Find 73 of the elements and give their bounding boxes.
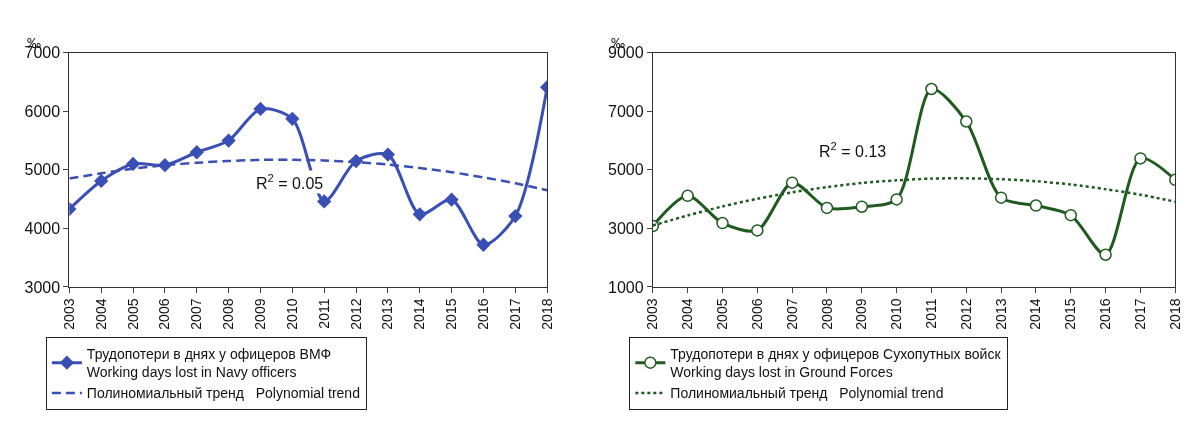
x-tick-label: 2004 (92, 298, 109, 330)
x-tick-label: 2010 (888, 298, 905, 330)
x-tick-label: 2014 (1027, 298, 1044, 330)
point (890, 193, 903, 206)
point (1099, 248, 1112, 261)
x-tick-label: 2015 (443, 298, 460, 330)
x-tick-label: 2012 (347, 298, 364, 330)
point (751, 224, 764, 237)
point (444, 192, 459, 207)
point (681, 189, 694, 203)
point (855, 200, 869, 213)
point (253, 101, 268, 117)
point (348, 153, 364, 169)
x-tick-label: 2009 (252, 298, 269, 330)
x-tick-label: 2018 (1166, 298, 1183, 330)
x-tick-label: 2016 (1097, 298, 1114, 330)
x-tick-label: 2013 (992, 298, 1009, 330)
x-tick-label: 2003 (644, 298, 661, 330)
y-tick-label: 5000 (24, 161, 61, 179)
x-tick-label: 2005 (124, 298, 141, 330)
point (1134, 152, 1147, 165)
point (285, 111, 300, 127)
x-tick-label: 2009 (853, 298, 870, 330)
x-tick-label: 2017 (506, 298, 523, 330)
y-tick-label: 3000 (24, 278, 61, 296)
point (476, 237, 491, 252)
point (820, 201, 834, 215)
annotation: R$^{2}$ = 0.05 (256, 172, 324, 192)
point (960, 115, 973, 128)
y-tick-label: 1000 (608, 278, 644, 296)
x-tick-label: 2007 (783, 298, 800, 330)
legend-label: Трудопотери в днях у офицеров Сухопутных войск Working days lost in Ground Forces (670, 346, 1002, 381)
point (994, 191, 1008, 204)
point (1029, 199, 1043, 212)
point (380, 147, 396, 162)
x-tick-label: 2006 (748, 298, 765, 330)
point (317, 194, 332, 209)
x-tick-label: 2017 (1131, 298, 1148, 330)
point (785, 176, 799, 189)
x-tick-label: 2005 (714, 298, 731, 330)
y-tick-label: 5000 (608, 161, 644, 179)
point (1064, 208, 1078, 222)
x-tick-label: 2014 (411, 298, 428, 330)
x-tick-label: 2011 (315, 298, 332, 329)
x-tick-label: 2004 (679, 298, 696, 330)
x-tick-label: 2016 (475, 298, 492, 330)
annotation: R$^{2}$ = 0.13 (819, 140, 887, 160)
x-tick-label: 2010 (283, 298, 300, 330)
y-tick-label: 3000 (608, 219, 644, 237)
y-tick-label: 4000 (24, 219, 61, 237)
x-tick-label: 2008 (220, 298, 237, 330)
x-tick-label: 2003 (60, 298, 77, 330)
point (221, 133, 236, 148)
point (716, 216, 729, 230)
legend-label: Полиномиальный тренд Polynomial trend (670, 385, 944, 402)
x-tick-label: 2006 (156, 298, 173, 330)
x-tick-label: 2012 (957, 298, 974, 330)
y-tick-label: 7000 (608, 102, 644, 120)
x-tick-label: 2015 (1062, 298, 1079, 330)
x-tick-label: 2008 (818, 298, 835, 330)
point (412, 207, 427, 222)
point (508, 208, 523, 224)
point (125, 156, 141, 172)
x-tick-label: 2013 (379, 298, 396, 330)
x-tick-label: 2007 (188, 298, 205, 330)
point (94, 173, 109, 189)
legend-label: Полиномиальный тренд Polynomial trend (86, 385, 360, 402)
y-tick-label: 6000 (24, 102, 61, 120)
point (189, 145, 204, 160)
point (925, 82, 938, 96)
x-tick-label: 2011 (923, 298, 940, 329)
legend-label: Трудопотери в днях у офицеров ВМФ Working days lost in Navy officers (86, 346, 332, 381)
x-tick-label: 2018 (538, 298, 555, 330)
